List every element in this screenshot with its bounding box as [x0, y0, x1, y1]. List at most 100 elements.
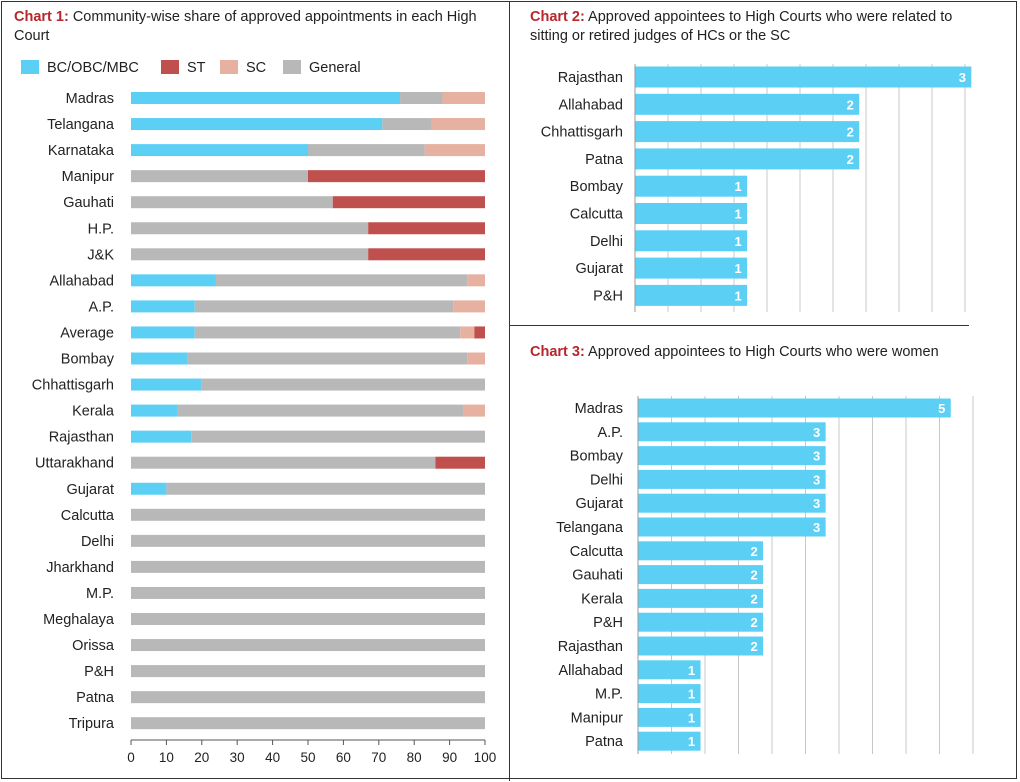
chart3-category-label: Manipur	[571, 710, 624, 726]
chart2-title: Chart 2: Approved appointees to High Cou…	[530, 8, 970, 46]
chart1-bar-sc	[467, 274, 485, 287]
chart3-data-label: 1	[688, 687, 695, 702]
chart3-title-text: Approved appointees to High Courts who w…	[588, 344, 939, 360]
chart1-category-label: Chhattisgarh	[32, 378, 114, 394]
chart1-bar-general	[187, 352, 468, 365]
chart1-bar-general	[194, 326, 461, 339]
chart1-category-label: P&H	[84, 664, 114, 680]
chart1-category-label: A.P.	[88, 299, 114, 315]
chart1-bar-general	[131, 639, 485, 652]
chart3-category-label: A.P.	[597, 425, 623, 441]
chart1-x-tick-label: 60	[336, 750, 351, 765]
chart1-bar-general	[308, 144, 425, 157]
chart1-bar-st	[435, 456, 485, 469]
chart3-data-label: 2	[750, 615, 757, 630]
chart1-category-label: Jharkhand	[46, 560, 114, 576]
chart1-bar-general	[382, 118, 432, 131]
chart2-category-label: P&H	[593, 288, 623, 304]
legend-label-st: ST	[187, 60, 206, 76]
chart1-bar-sc	[424, 144, 485, 157]
chart3-category-label: Rajasthan	[558, 639, 623, 655]
chart3-category-label: Gujarat	[575, 496, 623, 512]
chart1-bar-bc-obc-mbc	[131, 144, 308, 157]
chart1-x-tick-label: 10	[159, 750, 174, 765]
chart1-category-label: Delhi	[81, 534, 114, 550]
chart1-bar-general	[131, 456, 436, 469]
chart2-category-label: Allahabad	[559, 97, 624, 113]
chart1-bar-st	[368, 248, 485, 261]
chart3-category-label: M.P.	[595, 687, 623, 703]
chart3-bar	[638, 707, 701, 727]
chart3-data-label: 1	[688, 710, 695, 725]
chart3-category-label: Delhi	[590, 472, 623, 488]
chart3-data-label: 2	[750, 568, 757, 583]
chart1-category-label: Allahabad	[50, 273, 115, 289]
chart1-bar-sc	[463, 404, 485, 417]
chart1-bar-general	[131, 691, 485, 704]
chart1-bar-sc	[460, 326, 475, 339]
chart3-bar	[638, 636, 764, 656]
chart2-bar	[635, 257, 748, 279]
chart2-data-label: 1	[735, 179, 742, 194]
chart3-bar	[638, 446, 826, 466]
chart3-bar	[638, 398, 951, 418]
chart1-bar-sc	[467, 352, 485, 365]
chart2-data-label: 3	[959, 70, 966, 85]
chart1-bar-general	[131, 560, 485, 573]
chart3-bar	[638, 684, 701, 704]
chart2-data-label: 2	[847, 125, 854, 140]
legend-label-bc-obc-mbc: BC/OBC/MBC	[47, 60, 139, 76]
chart2-category-label: Gujarat	[575, 261, 623, 277]
chart1-x-tick-label: 50	[300, 750, 315, 765]
chart1-bar-general	[131, 508, 485, 521]
chart3-category-label: Allahabad	[559, 663, 624, 679]
chart1-category-label: Orissa	[72, 638, 115, 654]
chart1-x-tick-label: 20	[194, 750, 209, 765]
chart3-category-label: Madras	[575, 401, 623, 417]
chart3-data-label: 2	[750, 544, 757, 559]
chart1-x-tick-label: 40	[265, 750, 280, 765]
chart3-data-label: 3	[813, 496, 820, 511]
chart2-data-label: 1	[735, 288, 742, 303]
chart1-category-label: Tripura	[69, 716, 115, 732]
chart1-category-label: Rajasthan	[49, 430, 114, 446]
chart2-bar	[635, 148, 860, 170]
chart1-category-label: J&K	[87, 247, 114, 263]
chart1-bar-general	[191, 430, 485, 443]
chart3-category-label: Gauhati	[572, 568, 623, 584]
chart2-category-label: Bombay	[570, 179, 624, 195]
chart3-data-label: 3	[813, 425, 820, 440]
chart1-bar-general	[131, 665, 485, 678]
chart1-bar-bc-obc-mbc	[131, 378, 202, 391]
chart1-category-label: Bombay	[61, 352, 115, 368]
chart1-category-label: Telangana	[47, 117, 115, 133]
chart3-data-label: 1	[688, 663, 695, 678]
chart1-category-label: Karnataka	[48, 143, 115, 159]
chart3-bar	[638, 731, 701, 751]
chart3-data-label: 3	[813, 520, 820, 535]
chart3-bar	[638, 422, 826, 442]
chart3-bar	[638, 541, 764, 561]
chart1-bar-general	[131, 248, 369, 261]
chart3-bar	[638, 588, 764, 608]
chart1-bar-general	[201, 378, 486, 391]
chart2-category-label: Rajasthan	[558, 70, 623, 86]
chart2-category-label: Chhattisgarh	[541, 125, 623, 141]
chart1-bar-bc-obc-mbc	[131, 430, 192, 443]
legend-swatch-st	[161, 60, 179, 74]
chart3-category-label: Patna	[585, 734, 624, 750]
chart3-category-label: Bombay	[570, 449, 624, 465]
chart1-bar-general	[400, 92, 443, 104]
chart1-bar-general	[215, 274, 468, 287]
chart1-bar-st	[474, 326, 485, 339]
chart1-bar-general	[131, 196, 333, 209]
chart1-category-label: Meghalaya	[43, 612, 115, 628]
chart1-category-label: Gauhati	[63, 195, 114, 211]
chart1-category-label: Manipur	[62, 169, 115, 185]
chart2-bar	[635, 230, 748, 252]
chart1-category-label: Kerala	[72, 404, 115, 420]
chart1-bar-st	[308, 170, 485, 183]
chart1-category-label: Madras	[66, 91, 114, 107]
chart2-bar	[635, 175, 748, 197]
